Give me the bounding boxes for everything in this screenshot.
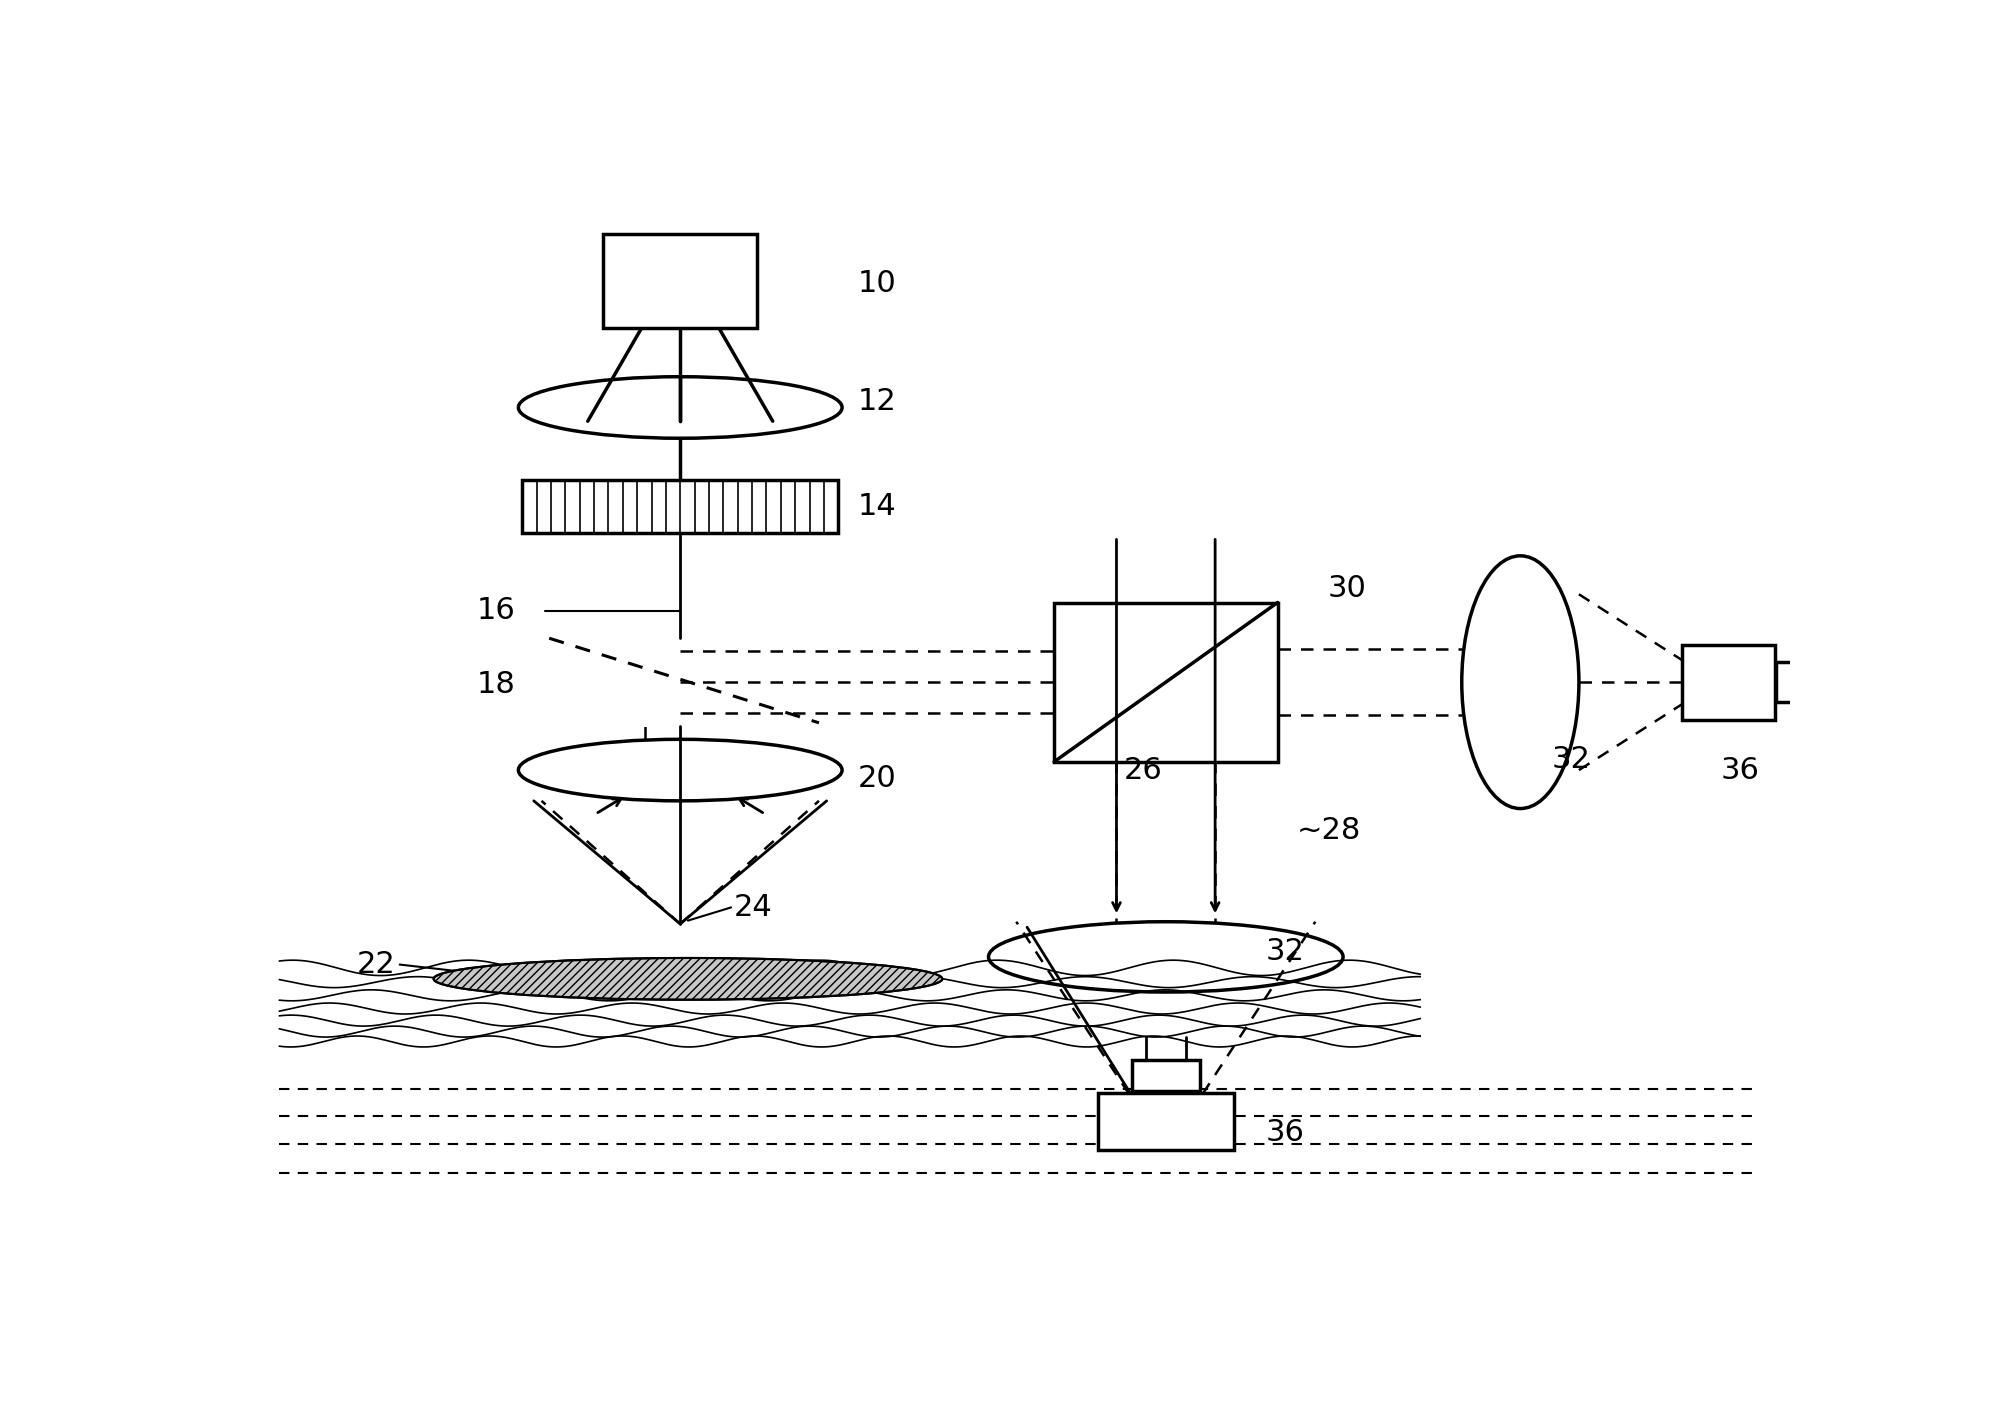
Ellipse shape <box>434 958 943 1000</box>
Text: 22: 22 <box>356 950 396 979</box>
Text: ~28: ~28 <box>1297 816 1360 845</box>
Text: 36: 36 <box>1720 755 1760 785</box>
Text: 32: 32 <box>1551 745 1589 773</box>
Text: 30: 30 <box>1329 574 1366 604</box>
Text: 36: 36 <box>1265 1119 1305 1147</box>
Bar <box>1776 662 1820 702</box>
Text: 32: 32 <box>1265 938 1305 966</box>
Text: 20: 20 <box>857 765 897 793</box>
Bar <box>1054 602 1277 762</box>
Text: 10: 10 <box>857 268 897 298</box>
Text: 12: 12 <box>857 388 897 417</box>
Bar <box>1132 1060 1199 1090</box>
Bar <box>1098 1093 1233 1150</box>
Text: 18: 18 <box>477 669 515 699</box>
Text: 24: 24 <box>734 893 774 922</box>
Bar <box>523 479 837 532</box>
Text: 26: 26 <box>1124 755 1162 785</box>
Bar <box>1683 645 1774 719</box>
Text: 14: 14 <box>857 492 897 521</box>
Bar <box>603 234 758 328</box>
Text: 16: 16 <box>477 596 515 625</box>
